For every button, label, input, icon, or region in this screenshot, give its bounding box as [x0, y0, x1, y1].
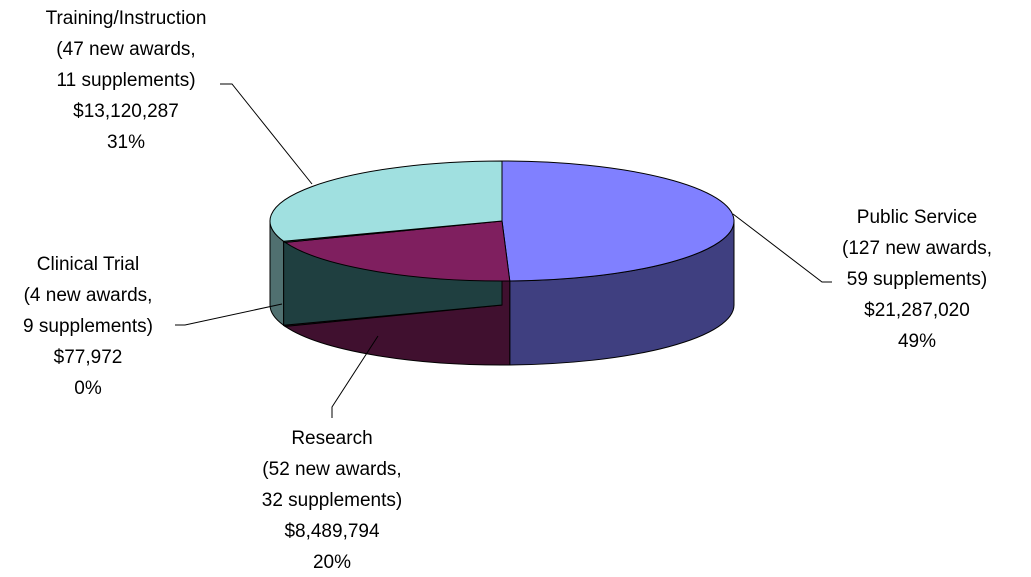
leader-research	[331, 335, 379, 418]
label-training-detail-2: 11 supplements)	[56, 70, 195, 91]
label-research-amount: $8,489,794	[284, 521, 380, 542]
label-clinical-amount: $77,972	[54, 347, 123, 368]
label-training-amount: $13,120,287	[73, 101, 179, 122]
pie-tops	[269, 160, 735, 282]
label-public-name: Public Service	[857, 207, 977, 228]
leader-lines	[175, 83, 832, 418]
label-public-detail-1: (127 new awards,	[842, 238, 992, 259]
label-public-percent: 49%	[898, 331, 936, 352]
pie-slice-public	[501, 160, 735, 282]
label-research-percent: 20%	[313, 552, 351, 573]
label-research-name: Research	[291, 428, 372, 449]
label-clinical-detail-2: 9 supplements)	[23, 316, 153, 337]
label-research-detail-2: 32 supplements)	[262, 490, 402, 511]
label-clinical-percent: 0%	[74, 378, 102, 399]
label-research-detail-1: (52 new awards,	[262, 459, 401, 480]
label-training-name: Training/Instruction	[46, 8, 207, 29]
leader-public	[732, 213, 832, 283]
label-research: Research (52 new awards, 32 supplements)…	[262, 428, 402, 573]
label-clinical: Clinical Trial (4 new awards, 9 suppleme…	[23, 254, 153, 399]
label-clinical-detail-1: (4 new awards,	[24, 285, 153, 306]
leader-training	[220, 83, 313, 185]
label-training-detail-1: (47 new awards,	[56, 39, 195, 60]
label-training: Training/Instruction (47 new awards, 11 …	[46, 8, 207, 153]
label-clinical-name: Clinical Trial	[37, 254, 139, 275]
pie-slice-training	[269, 160, 503, 242]
label-public-amount: $21,287,020	[864, 300, 970, 321]
label-training-percent: 31%	[107, 132, 145, 153]
leader-clinical	[175, 303, 283, 326]
label-public: Public Service (127 new awards, 59 suppl…	[842, 207, 992, 352]
pie-slice-research	[283, 220, 511, 282]
label-public-detail-2: 59 supplements)	[847, 269, 987, 290]
